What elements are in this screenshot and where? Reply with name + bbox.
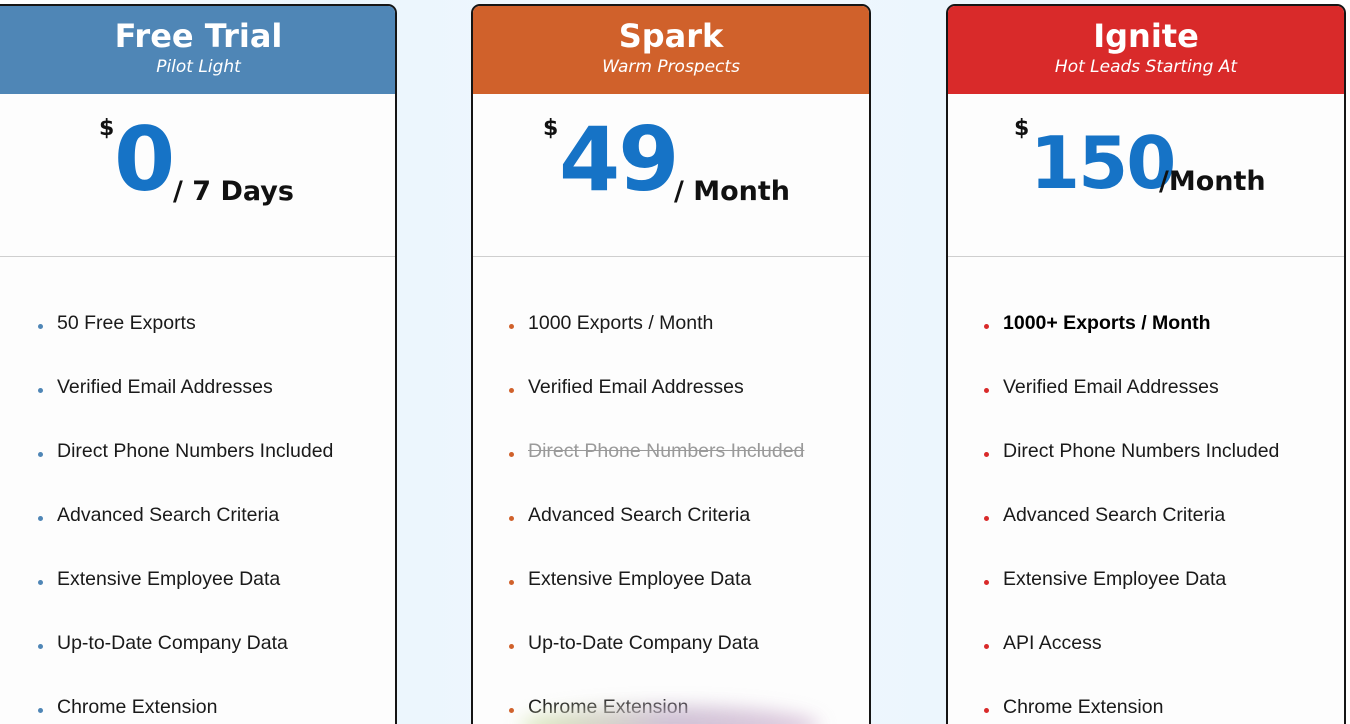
feature-text: Up-to-Date Company Data [57,632,288,654]
price-currency: $ [1014,116,1030,141]
bullet-dot [38,452,43,457]
feature-text: 1000 Exports / Month [528,312,714,334]
feature-text: Extensive Employee Data [528,568,752,590]
feature-text: Extensive Employee Data [57,568,281,590]
bullet-dot [984,388,989,393]
feature-item: Advanced Search Criteria [948,503,1344,567]
bullet-dot [509,644,514,649]
bullet-dot [38,708,43,713]
feature-item: Direct Phone Numbers Included [2,439,395,503]
bullet-dot [38,324,43,329]
pricing-card-spark: Spark Warm Prospects $ 49 / Month 1000 E… [471,4,871,724]
bullet-dot [509,324,514,329]
feature-text: Verified Email Addresses [1003,376,1219,398]
bullet-dot [38,516,43,521]
feature-text: Extensive Employee Data [1003,568,1227,590]
feature-list: 50 Free Exports Verified Email Addresses… [0,257,395,724]
plan-header-spark: Spark Warm Prospects [473,6,869,94]
plan-name: Free Trial [114,17,283,55]
feature-item: 1000 Exports / Month [473,311,869,375]
feature-item: Direct Phone Numbers Included [948,439,1344,503]
bullet-dot [38,644,43,649]
feature-item: Chrome Extension [2,695,395,724]
feature-item: Verified Email Addresses [948,375,1344,439]
feature-text: Up-to-Date Company Data [528,632,759,654]
feature-text: Direct Phone Numbers Included [57,440,334,462]
pricing-card-free-trial: Free Trial Pilot Light $ 0 / 7 Days 50 F… [0,4,397,724]
feature-text: Chrome Extension [57,696,218,718]
price-block: $ 150 /Month [948,94,1344,257]
price-amount: 49 [559,108,679,211]
bullet-dot [984,516,989,521]
feature-item: Advanced Search Criteria [473,503,869,567]
feature-item: API Access [948,631,1344,695]
bullet-dot [984,644,989,649]
bullet-dot [984,708,989,713]
feature-text: Direct Phone Numbers Included [1003,440,1280,462]
price-period: / Month [674,176,791,207]
feature-text: Verified Email Addresses [528,376,744,398]
price-amount: 150 [1030,121,1176,205]
feature-item: Chrome Extension [948,695,1344,724]
bullet-dot [509,516,514,521]
plan-header-ignite: Ignite Hot Leads Starting At [948,6,1344,94]
bullet-dot [509,452,514,457]
bullet-dot [509,708,514,713]
feature-list: 1000+ Exports / Month Verified Email Add… [948,257,1344,724]
feature-item: Verified Email Addresses [473,375,869,439]
feature-item: Extensive Employee Data [2,567,395,631]
plan-tagline: Warm Prospects [602,57,740,77]
feature-item: Up-to-Date Company Data [2,631,395,695]
plan-name: Ignite [1093,17,1199,55]
pricing-card-ignite: Ignite Hot Leads Starting At $ 150 /Mont… [946,4,1346,724]
feature-item: Advanced Search Criteria [2,503,395,567]
feature-item: Verified Email Addresses [2,375,395,439]
feature-text: Advanced Search Criteria [1003,504,1226,526]
feature-text-excluded: Direct Phone Numbers Included [528,440,805,462]
price-period: /Month [1159,166,1266,197]
feature-item: Extensive Employee Data [473,567,869,631]
price-amount: 0 [114,108,175,211]
feature-text-highlight: 1000+ Exports / Month [1003,312,1211,334]
feature-text: Advanced Search Criteria [57,504,280,526]
bullet-dot [509,580,514,585]
bullet-dot [984,324,989,329]
plan-tagline: Pilot Light [156,57,241,77]
bullet-dot [984,452,989,457]
feature-text: 50 Free Exports [57,312,196,334]
feature-item: Extensive Employee Data [948,567,1344,631]
price-block: $ 49 / Month [473,94,869,257]
feature-text: API Access [1003,632,1102,654]
bullet-dot [38,388,43,393]
feature-item-excluded: Direct Phone Numbers Included [473,439,869,503]
price-block: $ 0 / 7 Days [0,94,395,257]
price-period: / 7 Days [173,176,294,207]
feature-text: Verified Email Addresses [57,376,273,398]
plan-header-free-trial: Free Trial Pilot Light [0,6,395,94]
feature-list: 1000 Exports / Month Verified Email Addr… [473,257,869,724]
feature-item: 1000+ Exports / Month [948,311,1344,375]
feature-text: Chrome Extension [1003,696,1164,718]
blurred-button-glow [520,706,820,724]
price-currency: $ [543,116,559,141]
plan-name: Spark [618,17,724,55]
bullet-dot [984,580,989,585]
feature-text: Advanced Search Criteria [528,504,751,526]
bullet-dot [509,388,514,393]
price-currency: $ [99,116,115,141]
bullet-dot [38,580,43,585]
feature-item: Up-to-Date Company Data [473,631,869,695]
plan-tagline: Hot Leads Starting At [1054,57,1238,77]
feature-item: 50 Free Exports [2,311,395,375]
